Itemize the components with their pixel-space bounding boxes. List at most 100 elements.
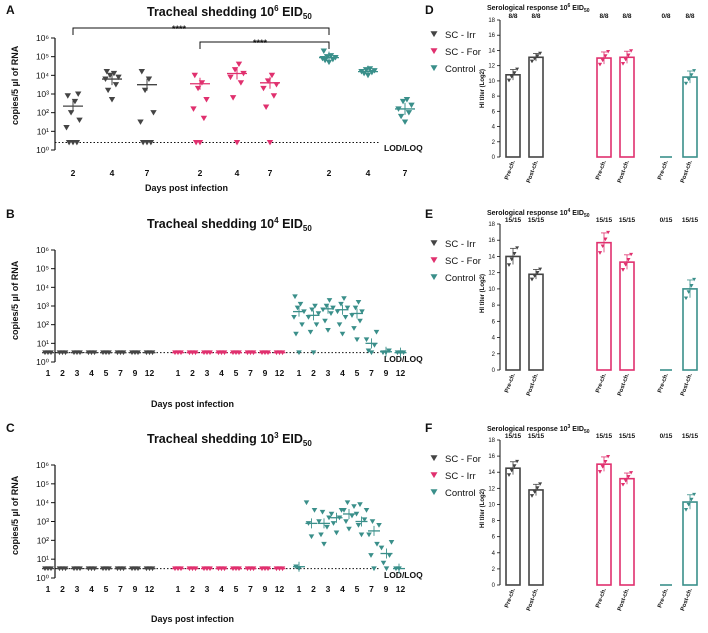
title-f-sub: 50 <box>584 429 590 435</box>
y-tick-label: 10² <box>37 535 49 545</box>
y-tick-label: 18 <box>488 18 495 24</box>
data-point <box>76 117 83 124</box>
data-point <box>229 95 237 101</box>
data-point <box>318 532 324 538</box>
significance-label-2: **** <box>253 38 268 48</box>
x-tick-label: 4 <box>110 168 115 178</box>
data-point <box>112 82 120 88</box>
data-point <box>73 139 81 146</box>
y-tick-label: 10⁰ <box>36 145 49 155</box>
legend-markers <box>430 31 438 496</box>
data-point <box>344 500 351 506</box>
y-tick-label: 16 <box>488 238 495 244</box>
x-tick-label: 4 <box>89 584 94 594</box>
lod-label-c: LOD/LOQ <box>384 570 423 580</box>
title-d-sub: 50 <box>584 8 590 14</box>
x-tick-label: 3 <box>75 368 80 378</box>
x-tick-label: 12 <box>145 584 155 594</box>
data-point <box>359 309 365 315</box>
data-point <box>150 110 157 116</box>
data-point <box>515 246 520 250</box>
data-point <box>273 82 280 88</box>
title-f-sup: 3 <box>568 424 571 430</box>
data-point <box>512 252 517 256</box>
data-point <box>535 54 540 58</box>
data-point <box>532 274 537 278</box>
x-tick-label: 4 <box>235 168 240 178</box>
data-point <box>319 509 326 515</box>
chart-title-d: Serological response 106 EID50 <box>487 3 590 14</box>
x-tick-label: 4 <box>219 368 224 378</box>
data-point <box>626 475 631 479</box>
data-point <box>358 532 365 538</box>
bar-chart-e: 0 2 4 6 8 10 12 14 16 18 15/15 Pre-ch. 15/15 Post-ch.… <box>488 217 698 397</box>
data-point <box>333 530 340 536</box>
y-tick-label: 10⁵ <box>36 52 49 62</box>
data-point <box>328 311 334 316</box>
x-category-label: Post-ch. <box>680 372 694 397</box>
data-point <box>341 296 347 302</box>
data-point <box>237 80 245 86</box>
x-tick-label: 9 <box>384 368 389 378</box>
legend-marker <box>430 31 438 38</box>
data-point <box>338 301 344 307</box>
fraction-label: 15/15 <box>505 433 522 440</box>
data-point <box>401 119 409 125</box>
chart-title-a: Tracheal shedding 106 EID50 <box>147 4 312 21</box>
data-point <box>268 72 276 79</box>
data-point <box>629 49 634 53</box>
data-point <box>538 51 543 56</box>
fraction-label: 15/15 <box>596 433 613 440</box>
data-point <box>325 328 331 333</box>
title-e-tail: EID <box>570 210 584 217</box>
title-f-tail: EID <box>570 426 584 433</box>
data-point <box>530 494 534 498</box>
legend-a-item-3: Control <box>445 64 476 75</box>
x-tick-label: 7 <box>248 368 253 378</box>
data-point <box>310 350 317 356</box>
x-tick-label: 9 <box>133 584 138 594</box>
y-tick-label: 12 <box>488 64 495 70</box>
x-tick-label: 5 <box>104 584 109 594</box>
bar <box>619 261 635 371</box>
x-category-label: Pre-ch. <box>595 159 608 180</box>
data-point <box>603 460 608 464</box>
y-tick-label: 10⁴ <box>36 282 49 292</box>
data-point <box>355 300 362 305</box>
data-point <box>63 125 70 131</box>
x-tick-label: 5 <box>355 368 360 378</box>
bar <box>619 477 635 586</box>
x-tick-label: 7 <box>403 168 408 178</box>
data-point <box>139 139 147 146</box>
data-point <box>352 305 359 311</box>
fraction-label: 15/15 <box>528 433 545 440</box>
x-tick-label: 12 <box>396 368 406 378</box>
y-tick-label: 2 <box>492 352 496 358</box>
legend-marker <box>430 48 438 55</box>
x-category-label: Pre-ch. <box>657 159 670 180</box>
data-point <box>376 523 382 528</box>
fraction-label: 8/8 <box>622 13 631 20</box>
data-point <box>349 513 355 519</box>
data-point <box>334 309 341 315</box>
data-point <box>145 76 153 82</box>
data-point <box>311 507 318 513</box>
data-point <box>339 331 346 337</box>
fraction-label: 8/8 <box>508 13 517 20</box>
data-point <box>686 77 691 82</box>
data-point <box>623 479 628 483</box>
y-tick-label: 10 <box>488 287 495 293</box>
x-tick-label: 3 <box>326 368 331 378</box>
data-point <box>313 322 320 328</box>
fraction-label: 15/15 <box>596 217 613 224</box>
legend-marker <box>430 240 438 247</box>
x-tick-label: 2 <box>71 168 76 178</box>
data-point <box>104 87 112 94</box>
x-tick-label: 5 <box>355 584 360 594</box>
title-c-sup: 3 <box>274 431 279 440</box>
x-category-label: Pre-ch. <box>657 587 670 608</box>
data-point <box>386 553 393 558</box>
data-point <box>307 329 314 335</box>
data-point <box>64 93 71 99</box>
bar <box>528 273 544 371</box>
